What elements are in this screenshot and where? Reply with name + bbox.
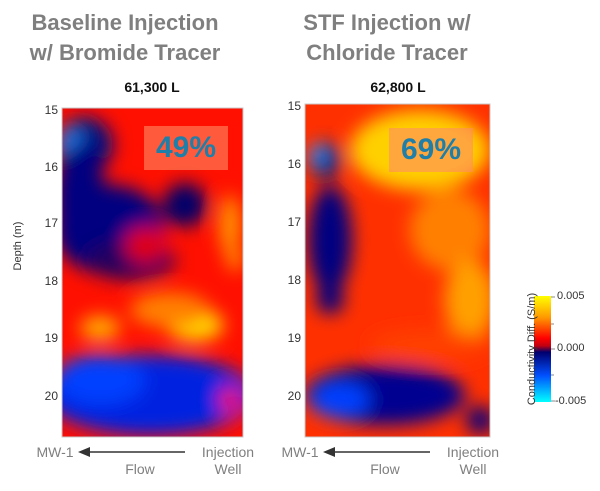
panel2-mw1-label: MW-1 [281,444,319,460]
ytick: 15 [287,99,301,113]
panel2-title: STF Injection w/Chloride Tracer [303,10,471,65]
panel1-title: Baseline Injection w/ Bromide Tracer [29,10,221,65]
panel2-flow-label: Flow [370,461,400,477]
ytick: 17 [287,215,301,229]
colorbar-label: Conductivity Diff. (S/m) [526,292,538,406]
panel1-injection-well-label: Injection Well [201,444,255,477]
panel2-injection-well-label: Injection Well [446,444,500,477]
ytick: 19 [287,331,301,345]
ytick: 15 [44,103,58,117]
ytick: 18 [44,274,58,288]
ytick: 16 [287,157,301,171]
ytick: 20 [44,389,58,403]
ytick: 17 [44,216,58,230]
panel1-mw1-label: MW-1 [36,444,74,460]
ytick: 18 [287,273,301,287]
ytick: 16 [44,160,58,174]
colorbar-tick: 0.005 [557,290,585,302]
colorbar [534,296,551,402]
ytick: 19 [44,331,58,345]
panel1-flow-label: Flow [125,461,155,477]
panel1-percent: 49% [144,126,228,170]
colorbar-tick: 0.000 [557,342,585,354]
panel2-percent: 69% [389,128,473,172]
y-axis-label: Depth (m) [12,221,24,271]
ytick: 20 [287,389,301,403]
panel1-volume: 61,300 L [124,79,180,95]
panel2-volume: 62,800 L [370,79,426,95]
colorbar-tick: -0.005 [555,395,587,407]
